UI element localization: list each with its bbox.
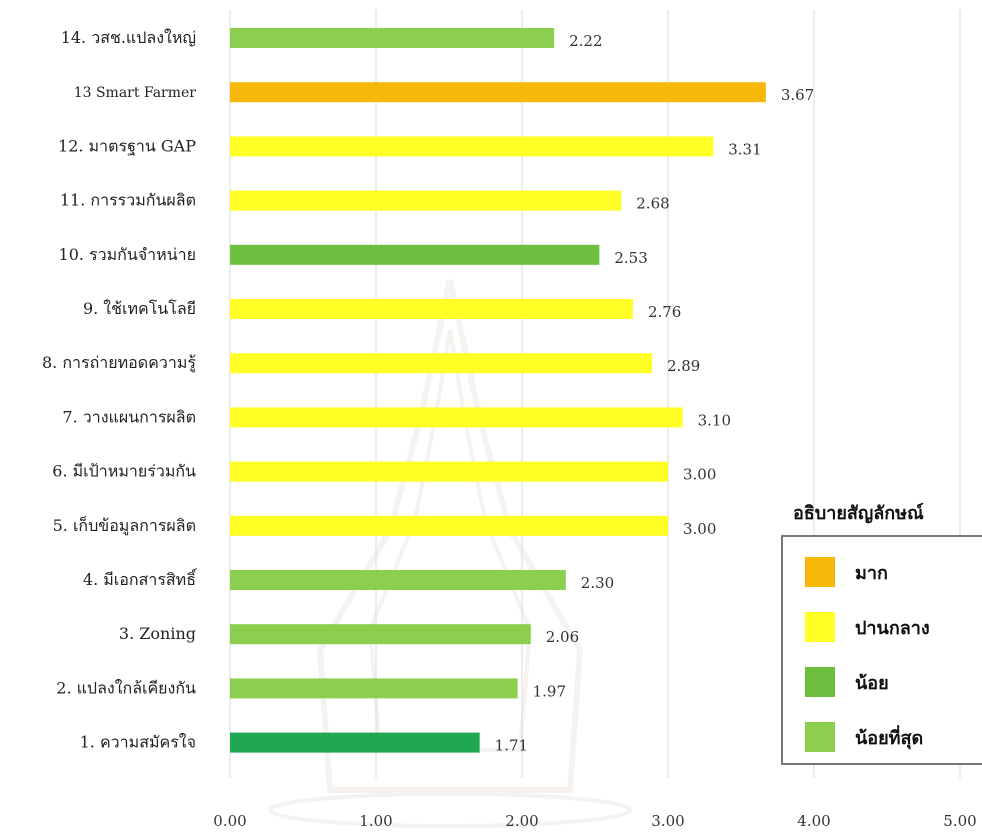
x-tick-label: 1.00 (359, 812, 392, 830)
bar (230, 190, 622, 211)
legend-item-high: มาก (805, 557, 888, 587)
legend-swatch-high (805, 557, 835, 587)
bar (230, 624, 531, 645)
bar (230, 244, 600, 265)
value-labels: 2.22 3.67 3.31 2.68 2.53 2.76 2.89 3.10 3.00 3.00… (495, 32, 815, 755)
value-label: 2.89 (667, 357, 700, 375)
value-label: 3.10 (698, 411, 731, 429)
value-label: 3.00 (683, 520, 716, 538)
category-label: 10. รวมกันจำหน่าย (59, 245, 196, 264)
value-label: 3.00 (683, 466, 716, 484)
bar (230, 732, 480, 753)
bar (230, 515, 668, 536)
value-label: 2.06 (546, 628, 579, 646)
bars (230, 28, 766, 753)
category-label: 13 Smart Farmer (74, 85, 197, 101)
category-label: 5. เก็บข้อมูลการผลิต (53, 515, 196, 536)
category-label: 11. การรวมกันผลิต (60, 191, 196, 210)
bar (230, 136, 714, 157)
category-label: 3. Zoning (119, 624, 196, 643)
category-label: 14. วสช.แปลงใหญ่ (61, 28, 196, 47)
legend-label-high: มาก (855, 562, 888, 584)
category-label: 6. มีเป้าหมายร่วมกัน (52, 462, 196, 481)
bar (230, 82, 766, 103)
x-tick-label: 4.00 (797, 812, 830, 830)
category-label: 2. แปลงใกล้เคียงกัน (56, 678, 196, 697)
category-label: 1. ความสมัครใจ (80, 733, 196, 752)
category-label: 8. การถ่ายทอดความรู้ (42, 353, 196, 373)
bar (230, 570, 566, 590)
category-label: 9. ใช้เทคโนโลยี (83, 299, 196, 318)
x-tick-label: 3.00 (651, 812, 684, 830)
value-label: 2.53 (614, 249, 647, 267)
value-label: 2.68 (636, 195, 669, 213)
category-label: 4. มีเอกสารสิทธิ์ (83, 568, 198, 589)
category-labels: 14. วสช.แปลงใหญ่ 13 Smart Farmer 12. มาตรฐ… (42, 28, 198, 752)
bar (230, 678, 518, 699)
bar (230, 299, 633, 319)
value-label: 1.97 (533, 682, 566, 700)
x-tick-label: 2.00 (505, 812, 538, 830)
legend-swatch-lowest (805, 722, 835, 752)
legend-label-medium: ปานกลาง (855, 617, 930, 639)
legend-swatch-low (805, 667, 835, 697)
value-label: 1.71 (495, 737, 528, 755)
bar (230, 407, 683, 428)
value-label: 3.67 (781, 86, 814, 104)
x-tick-label: 5.00 (943, 812, 976, 830)
legend-item-low: น้อย (805, 667, 889, 697)
x-axis-ticks: 0.00 1.00 2.00 3.00 4.00 5.00 (213, 812, 976, 830)
legend-item-lowest: น้อยที่สุด (805, 722, 923, 752)
legend: มาก ปานกลาง น้อย น้อยที่สุด (781, 535, 982, 765)
category-label: 7. วางแผนการผลิต (62, 407, 196, 426)
category-label: 12. มาตรฐาน GAP (58, 136, 196, 155)
bar (230, 28, 555, 48)
legend-item-medium: ปานกลาง (805, 612, 930, 642)
value-label: 3.31 (728, 140, 761, 158)
legend-label-low: น้อย (855, 672, 889, 694)
value-label: 2.76 (648, 303, 681, 321)
legend-label-lowest: น้อยที่สุด (855, 727, 924, 749)
value-label: 2.30 (581, 574, 614, 592)
bar (230, 353, 652, 374)
value-label: 2.22 (569, 32, 602, 50)
bar (230, 461, 668, 482)
legend-title: อธิบายสัญลักษณ์ (793, 503, 924, 524)
legend-swatch-medium (805, 612, 835, 642)
x-tick-label: 0.00 (213, 812, 246, 830)
